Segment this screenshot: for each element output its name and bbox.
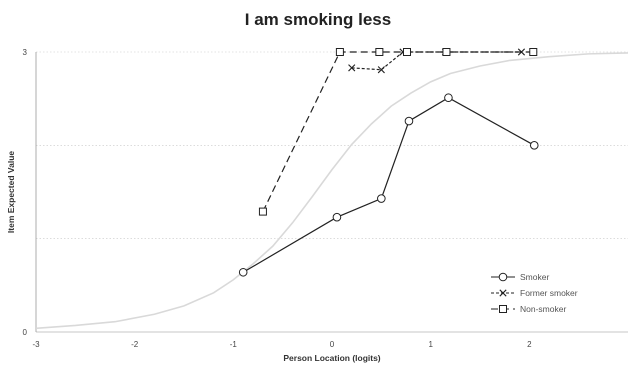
expected-value-curve xyxy=(35,52,629,330)
expected-curve-layer xyxy=(35,52,629,330)
smoker-point-1 xyxy=(332,212,342,222)
legend-item-smoker: Smoker xyxy=(491,272,549,282)
non-smoker-point-3 xyxy=(402,48,411,56)
non-smoker-line xyxy=(262,51,534,212)
smoker-point-5 xyxy=(529,141,539,150)
non-smoker-point-1 xyxy=(335,48,344,56)
series-layer xyxy=(238,48,539,277)
legend-marker-non-smoker xyxy=(499,305,507,313)
y-tick-label-0: 0 xyxy=(23,328,28,337)
x-tick-label-3: 0 xyxy=(330,340,335,349)
legend-marker-former-smoker xyxy=(499,289,507,297)
x-tick-label-1: -2 xyxy=(131,340,139,349)
non-smoker-point-5 xyxy=(529,48,538,56)
smoker-point-2 xyxy=(377,194,386,203)
smoker-point-0 xyxy=(238,267,248,277)
legend-label-non-smoker: Non-smoker xyxy=(520,304,566,314)
y-tick-label-1: 3 xyxy=(23,48,28,57)
x-tick-label-5: 2 xyxy=(527,340,532,349)
x-tick-label-4: 1 xyxy=(428,340,433,349)
legend-marker-smoker xyxy=(498,272,508,282)
grid xyxy=(36,51,628,333)
x-tick-label-0: -3 xyxy=(32,340,40,349)
smoker-line xyxy=(242,97,535,273)
smoker-point-4 xyxy=(444,93,453,103)
legend-label-former-smoker: Former smoker xyxy=(520,288,578,298)
legend-item-former-smoker: Former smoker xyxy=(491,288,578,298)
smoker-point-3 xyxy=(404,116,414,126)
former-smoker-point-0 xyxy=(348,64,356,72)
tick-labels: -3 -2 -1 0 1 2 0 3 xyxy=(23,48,533,349)
series-non-smoker xyxy=(258,48,538,216)
y-axis-label: Item Expected Value xyxy=(6,151,16,233)
x-tick-label-2: -1 xyxy=(230,340,238,349)
non-smoker-point-2 xyxy=(375,48,384,56)
former-smoker-point-1 xyxy=(377,66,385,74)
non-smoker-point-4 xyxy=(442,48,451,56)
legend-label-smoker: Smoker xyxy=(520,272,549,282)
legend-item-non-smoker: Non-smoker xyxy=(491,304,566,314)
chart-title: I am smoking less xyxy=(245,10,391,29)
legend: Smoker Former smoker Non-smoker xyxy=(491,272,578,314)
x-axis-label: Person Location (logits) xyxy=(283,353,380,363)
series-smoker xyxy=(238,93,539,277)
non-smoker-point-0 xyxy=(258,207,267,216)
